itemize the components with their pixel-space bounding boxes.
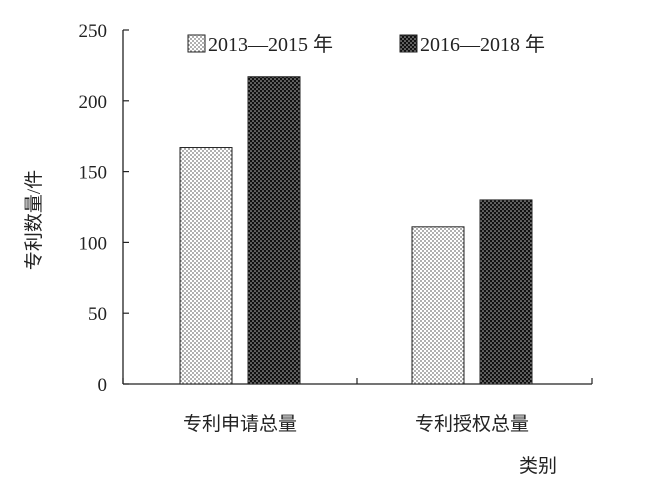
legend-swatch-series-2 — [399, 34, 418, 53]
x-axis-title: 类别 — [519, 455, 557, 477]
bar-1-series-1 — [179, 147, 233, 385]
y-tick-label-0: 0 — [98, 375, 108, 396]
y-tick-label-5: 250 — [79, 21, 108, 42]
y-tick-label-2: 100 — [79, 233, 108, 254]
y-tick-label-1: 50 — [88, 304, 107, 325]
legend: 2013—2015 年 2016—2018 年 — [187, 33, 545, 56]
legend-swatch-series-1 — [187, 34, 206, 53]
y-tick-label-4: 200 — [79, 92, 108, 113]
bar-2-series-1 — [411, 226, 465, 385]
plot-area: 0 50 100 150 200 250 专利申请总量 专利授权总量 — [79, 21, 593, 435]
bar-1-series-2 — [247, 76, 301, 385]
legend-label-series-2: 2016—2018 年 — [420, 33, 545, 56]
x-category-label-2: 专利授权总量 — [415, 413, 529, 435]
y-tick-label-3: 150 — [79, 163, 108, 184]
x-category-label-1: 专利申请总量 — [183, 413, 297, 435]
legend-label-series-1: 2013—2015 年 — [208, 33, 333, 56]
bar-2-series-2 — [479, 199, 533, 385]
y-axis-title: 专利数量/件 — [23, 170, 45, 270]
